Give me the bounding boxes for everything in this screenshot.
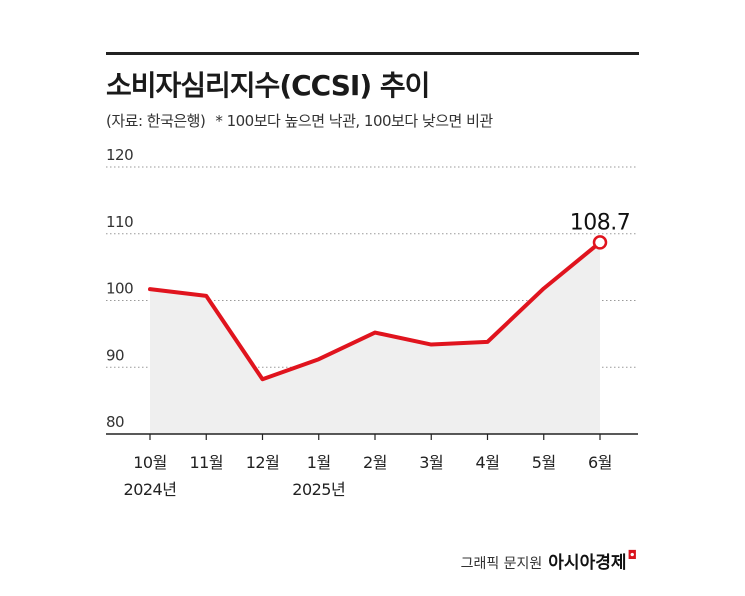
x-tick-label-5: 3월 [419, 453, 443, 472]
x-tick-label-7: 5월 [532, 453, 556, 472]
brand-mark-icon: ◘ [627, 548, 638, 562]
series-line [148, 240, 602, 382]
x-tick-label-6: 4월 [476, 453, 500, 472]
credit: 그래픽 문지원 아시아경제◘ [461, 548, 637, 573]
chart-subtitle: (자료: 한국은행) * 100보다 높으면 낙관, 100보다 낮으면 비관 [106, 110, 493, 131]
brand-logo: 아시아경제 [548, 553, 627, 573]
credit-text: 그래픽 문지원 [460, 556, 543, 572]
area-fill [150, 242, 600, 434]
y-tick-label-110: 110 [106, 213, 133, 231]
axis-layer [106, 433, 638, 440]
y-tick-label-90: 90 [106, 346, 124, 364]
source-label: (자료: 한국은행) [106, 112, 206, 130]
x-tick-label-1: 11월 [189, 453, 223, 472]
label-layer: 80 90 100 110 120 10월 2024년 11월 12월 1월 2025년 2월 3월 4월… [106, 146, 631, 499]
value-annotation: 108.7 [570, 210, 630, 235]
x-tick-label-8: 6월 [588, 453, 612, 472]
area-layer [150, 242, 600, 434]
y-tick-label-120: 120 [106, 146, 133, 164]
y-tick-label-80: 80 [106, 413, 124, 431]
x-tick-label-2: 12월 [246, 453, 280, 472]
x-year-label-3: 2025년 [292, 480, 345, 499]
x-tick-label-3: 1월 [307, 453, 331, 472]
x-tick-label-4: 2월 [363, 453, 387, 472]
x-tick-label-0: 10월 [133, 453, 167, 472]
top-rule [106, 52, 639, 55]
x-year-label-0: 2024년 [124, 480, 177, 499]
chart-title: 소비자심리지수(CCSI) 추이 [106, 69, 430, 102]
note-label: * 100보다 높으면 낙관, 100보다 낮으면 비관 [215, 112, 493, 130]
y-tick-label-100: 100 [106, 280, 133, 298]
last-point-marker [592, 235, 608, 250]
line-layer [148, 235, 608, 382]
